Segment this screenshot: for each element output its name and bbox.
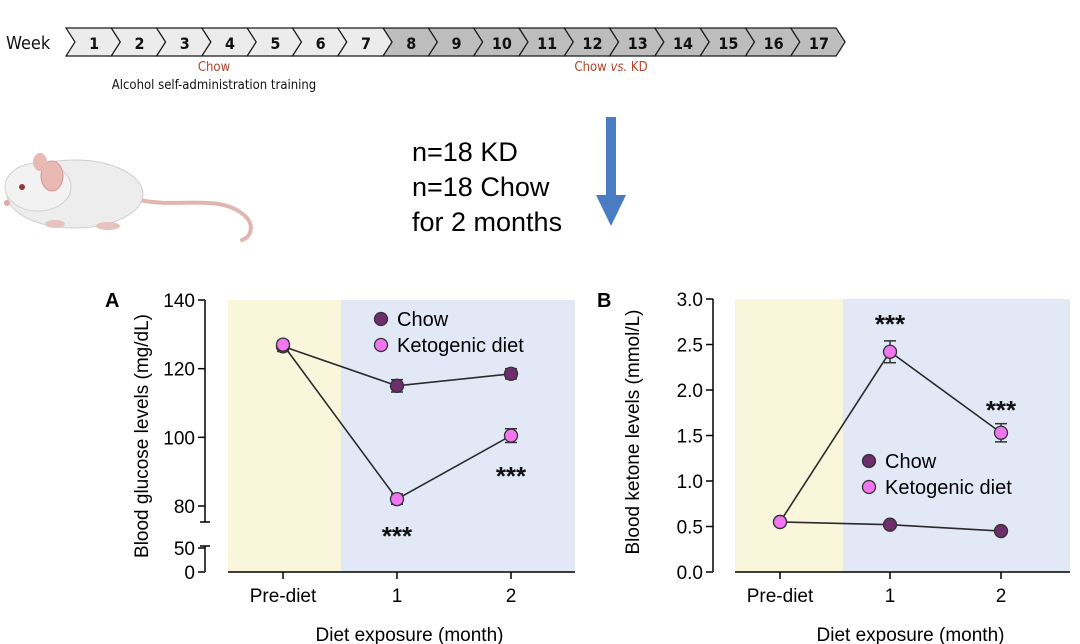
data-point: [503, 366, 519, 381]
week-number: 3: [180, 34, 190, 53]
legend-label: Ketogenic diet: [397, 335, 524, 357]
y-tick-label: 50: [174, 539, 195, 560]
diet-shading: [843, 299, 1070, 572]
legend-marker: [861, 479, 877, 495]
week-number: 8: [406, 34, 416, 53]
down-arrow-icon: [596, 117, 626, 226]
phase2-label-vs: vs.: [610, 60, 627, 75]
x-tick-label: Pre-diet: [250, 586, 317, 607]
legend-marker: [373, 311, 389, 327]
y-tick-label: 2.5: [677, 336, 703, 357]
week-number: 16: [764, 34, 784, 53]
timeline-phase1-label: Chow: [198, 60, 231, 75]
significance-marker: ***: [875, 309, 906, 339]
x-tick-label: 1: [885, 586, 896, 607]
y-tick-label: 80: [174, 497, 195, 518]
y-tick-label: 1.0: [677, 472, 703, 493]
x-tick-label: Pre-diet: [747, 586, 814, 607]
design-line-2: n=18 Chow: [412, 172, 550, 202]
x-tick-label: 1: [392, 586, 403, 607]
timeline-phase2-label: Chow vs. KD: [574, 60, 647, 75]
timeline-week-label: Week: [6, 33, 51, 54]
y-tick-label: 1.5: [677, 427, 703, 448]
significance-marker: ***: [986, 395, 1017, 425]
y-tick-label: 3.0: [677, 290, 703, 311]
data-point: [503, 428, 519, 443]
timeline: Week 1 2 3 4 5 6 7 8 9 10 11 12 13 14 15 16 17 Chow Alco…: [6, 27, 846, 93]
data-point: [882, 517, 898, 532]
week-number: 7: [361, 34, 371, 53]
x-tick-label: 2: [506, 586, 517, 607]
data-point: [772, 514, 788, 530]
y-tick-label: 2.0: [677, 381, 703, 402]
legend-label: Chow: [397, 309, 449, 331]
x-axis-label: Diet exposure (month): [316, 625, 504, 644]
data-point: [882, 344, 898, 359]
design-line-3: for 2 months: [412, 207, 562, 237]
y-axis-label: Blood ketone levels (mmol/L): [623, 310, 644, 555]
y-tick-label: 120: [163, 360, 195, 381]
y-tick-label: 0.0: [677, 563, 703, 584]
significance-marker: ***: [382, 521, 413, 551]
week-number: 9: [452, 34, 462, 53]
y-tick-label: 0.5: [677, 518, 703, 539]
legend-label: Ketogenic diet: [885, 477, 1012, 499]
week-number: 15: [718, 34, 738, 53]
panel-label: A: [105, 290, 119, 312]
y-tick-label: 100: [163, 428, 195, 449]
y-axis-label: Blood glucose levels (mg/dL): [132, 314, 153, 558]
data-point: [389, 491, 405, 507]
data-point: [993, 425, 1009, 440]
significance-marker: ***: [496, 461, 527, 491]
timeline-phase1-sublabel: Alcohol self-administration training: [112, 78, 317, 93]
data-point: [275, 337, 291, 352]
panel-label: B: [597, 290, 611, 312]
week-number: 14: [673, 34, 693, 53]
x-tick-label: 2: [996, 586, 1007, 607]
week-number: 10: [492, 34, 512, 53]
legend-label: Chow: [885, 451, 937, 473]
y-tick-label: 140: [163, 291, 195, 312]
data-point: [389, 378, 405, 393]
mouse-illustration: [4, 153, 253, 242]
chart-panel-b: 0.0 0.5 1.0 1.5 2.0 2.5 3.0 Pre-diet 1 2 Diet expo…: [597, 290, 1070, 644]
week-number: 1: [89, 34, 99, 53]
week-chevron: [789, 27, 846, 57]
phase2-label-a: Chow: [574, 60, 610, 75]
phase2-label-c: KD: [627, 60, 647, 75]
week-chevrons: 1 2 3 4 5 6 7 8 9 10 11 12 13 14 15 16 17: [64, 27, 846, 57]
week-number: 2: [134, 34, 144, 53]
week-number: 4: [225, 34, 235, 53]
week-number: 12: [582, 34, 602, 53]
week-number: 6: [316, 34, 326, 53]
data-point: [993, 523, 1009, 539]
design-line-1: n=18 KD: [412, 137, 518, 167]
pre-diet-shading: [735, 299, 843, 572]
week-number: 17: [809, 34, 829, 53]
study-design: n=18 KD n=18 Chow for 2 months: [412, 117, 626, 237]
week-number: 13: [628, 34, 648, 53]
legend-marker: [861, 453, 877, 469]
week-number: 11: [537, 34, 557, 53]
x-axis-label: Diet exposure (month): [817, 625, 1005, 644]
legend-marker: [373, 337, 389, 353]
y-tick-label: 0: [184, 563, 195, 584]
week-number: 5: [270, 34, 280, 53]
